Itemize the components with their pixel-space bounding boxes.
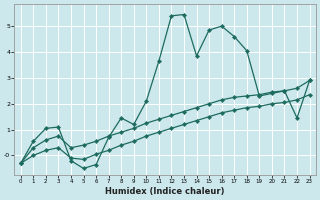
X-axis label: Humidex (Indice chaleur): Humidex (Indice chaleur) <box>105 187 225 196</box>
